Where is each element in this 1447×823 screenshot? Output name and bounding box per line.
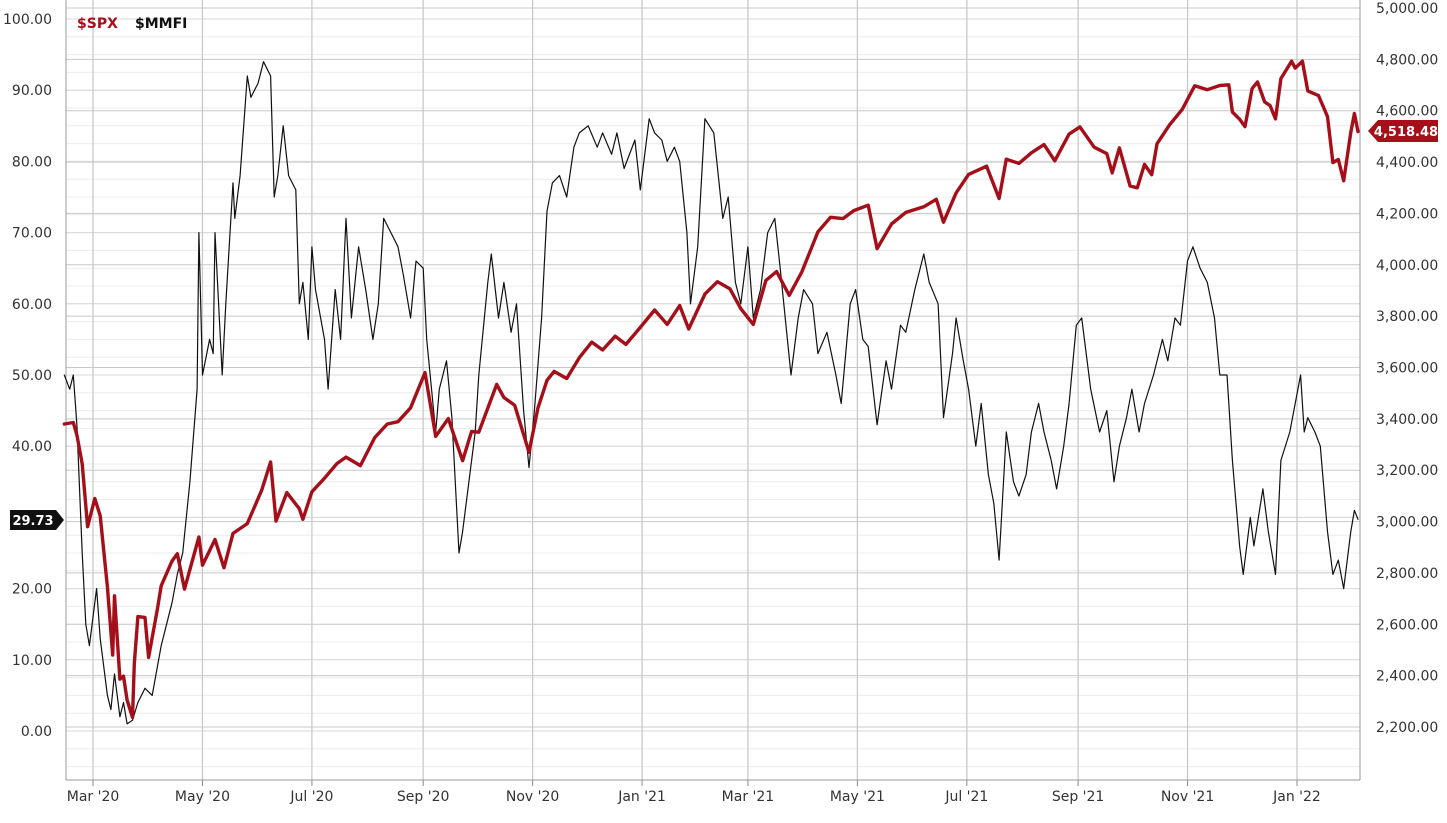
left-tick-label: 60.00 — [12, 297, 52, 313]
left-tick-label: 0.00 — [21, 724, 52, 740]
x-tick-label: Jul '21 — [944, 789, 988, 805]
right-tick-label: 2,600.00 — [1376, 617, 1438, 633]
legend-entry-mmfi: $MMFI — [135, 16, 187, 32]
spx-last-value-badge — [1368, 120, 1438, 142]
mmfi-last-value-badge — [10, 510, 64, 530]
left-tick-label: 20.00 — [12, 582, 52, 598]
left-tick-label: 40.00 — [12, 439, 52, 455]
grid-lines — [66, 7, 1360, 768]
right-tick-label: 4,400.00 — [1376, 155, 1438, 171]
right-tick-label: 2,800.00 — [1376, 566, 1438, 582]
x-tick-label: Sep '21 — [1052, 789, 1105, 805]
right-tick-label: 3,600.00 — [1376, 361, 1438, 377]
right-tick-label: 3,800.00 — [1376, 309, 1438, 325]
x-tick-label: May '21 — [830, 789, 885, 805]
right-tick-label: 3,000.00 — [1376, 515, 1438, 531]
right-tick-label: 2,200.00 — [1376, 720, 1438, 736]
right-tick-label: 4,000.00 — [1376, 258, 1438, 274]
x-tick-label: Nov '20 — [506, 789, 559, 805]
x-tick-label: Jan '22 — [1272, 789, 1321, 805]
series-layer — [62, 59, 1360, 725]
right-tick-label: 3,200.00 — [1376, 463, 1438, 479]
left-tick-label: 100.00 — [3, 12, 52, 28]
mmfi-last-value-label: 29.73 — [12, 514, 53, 529]
right-tick-label: 4,200.00 — [1376, 206, 1438, 222]
left-tick-label: 10.00 — [12, 653, 52, 669]
right-tick-label: 4,600.00 — [1376, 104, 1438, 120]
left-tick-label: 90.00 — [12, 83, 52, 99]
legend-entry-spx: $SPX — [77, 16, 118, 32]
x-tick-label: Mar '21 — [722, 789, 775, 805]
left-axis-ticks: 0.0010.0020.0030.0040.0050.0060.0070.008… — [3, 12, 52, 740]
last-value-badges: 29.73 4,518.48 — [10, 120, 1438, 530]
right-axis-ticks: 2,200.00 2,400.00 2,600.00 2,800.00 3,000.00… — [1376, 1, 1438, 736]
x-tick-label: Mar '20 — [67, 789, 120, 805]
mmfi-series-line — [63, 61, 1359, 725]
left-tick-label: 50.00 — [12, 368, 52, 384]
vertical-grid-lines — [92, 0, 1298, 780]
x-axis-ticks: Mar '20 May '20 Jul '20 Sep '20 Nov '20 Jan '… — [65, 0, 1361, 805]
x-tick-label: Nov '21 — [1161, 789, 1214, 805]
spx-last-value-label: 4,518.48 — [1374, 125, 1438, 140]
right-tick-label: 3,400.00 — [1376, 412, 1438, 428]
right-tick-label: 2,400.00 — [1376, 669, 1438, 685]
right-tick-label: 4,800.00 — [1376, 52, 1438, 68]
right-tick-label: 5,000.00 — [1376, 1, 1438, 17]
left-tick-label: 80.00 — [12, 154, 52, 170]
spx-series-line — [62, 59, 1360, 720]
legend: $SPX $MMFI — [77, 16, 187, 32]
x-tick-label: May '20 — [175, 789, 230, 805]
left-tick-label: 70.00 — [12, 226, 52, 242]
x-tick-label: Jul '20 — [289, 789, 333, 805]
x-tick-label: Sep '20 — [397, 789, 450, 805]
x-tick-label: Jan '21 — [617, 789, 666, 805]
